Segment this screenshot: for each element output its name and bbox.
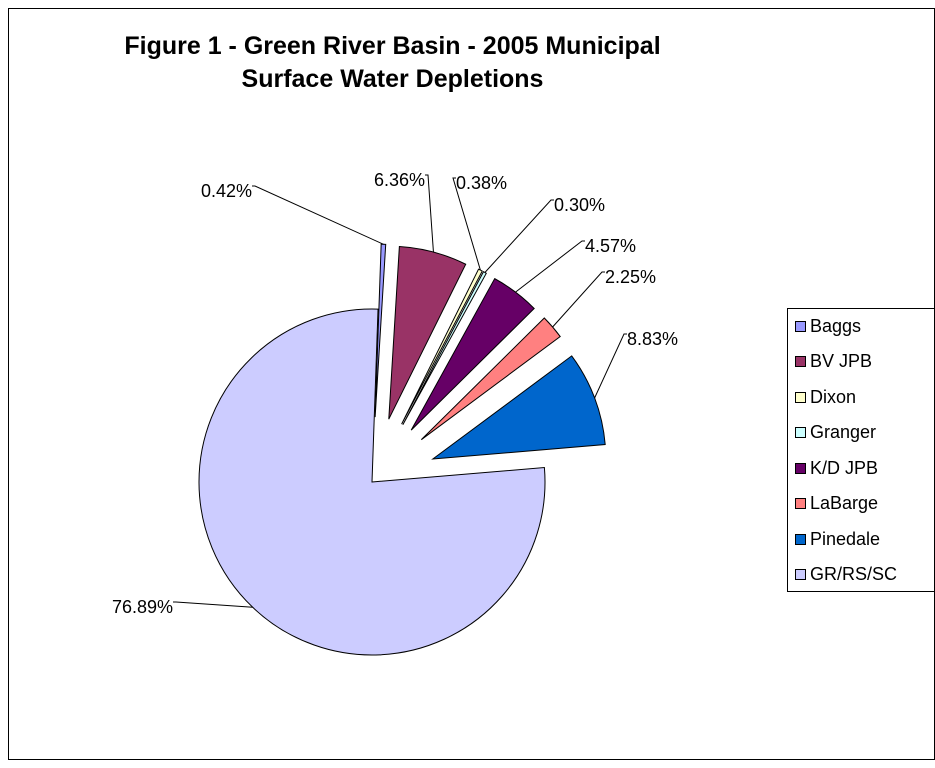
legend-label: LaBarge (810, 493, 879, 513)
legend-item: Pinedale (795, 526, 880, 552)
pie-slice-granger (402, 271, 488, 426)
legend-item: Baggs (795, 313, 861, 339)
legend-label: Dixon (810, 386, 857, 407)
legend-swatch (795, 498, 806, 509)
pie-slice-bv-jpb (388, 245, 467, 420)
data-label: 6.36% (374, 170, 425, 190)
data-label: 0.30% (554, 195, 605, 215)
legend-item: LaBarge (795, 491, 878, 517)
leader-line (594, 333, 627, 399)
pie-slice-gr-rs-sc (198, 308, 546, 656)
legend: Baggs BV JPB Dixon Granger K/D JPB LaBarge Pin… (787, 308, 935, 592)
legend-swatch (795, 427, 806, 438)
data-label: 2.25% (605, 267, 656, 287)
leader-line (484, 199, 554, 273)
data-label: 76.89% (112, 597, 173, 617)
leader-line (452, 177, 481, 271)
data-label: 4.57% (585, 236, 636, 256)
data-label: 0.42% (201, 181, 252, 201)
legend-label: K/D JPB (810, 457, 879, 478)
legend-item: K/D JPB (795, 455, 878, 481)
legend-label: GR/RS/SC (810, 564, 898, 584)
legend-swatch (795, 356, 806, 367)
legend-swatch (795, 533, 806, 545)
pie-slice-baggs (374, 243, 387, 418)
leader-line (552, 271, 605, 328)
data-label: 0.38% (456, 173, 507, 193)
legend-label: BV JPB (810, 351, 873, 371)
leader-line (173, 601, 253, 608)
legend-swatch (795, 462, 806, 474)
legend-swatch (795, 391, 806, 403)
legend-label: Granger (810, 422, 877, 442)
legend-label: Pinedale (810, 528, 881, 549)
leader-line (252, 185, 384, 245)
legend-item: Granger (795, 420, 876, 446)
chart-title-line-1: Figure 1 - Green River Basin - 2005 Muni… (124, 32, 661, 60)
legend-swatch (795, 569, 806, 580)
leader-line (515, 240, 585, 293)
pie-slice-dixon (401, 268, 483, 425)
legend-label: Baggs (810, 315, 862, 336)
chart-title-line-2: Surface Water Depletions (241, 65, 544, 93)
legend-item: Dixon (795, 384, 856, 410)
chart-area (8, 8, 935, 760)
pie-slice-pinedale (431, 355, 606, 460)
pie-slice-k-d-jpb (410, 277, 535, 431)
legend-swatch (795, 320, 806, 332)
legend-item: BV JPB (795, 349, 872, 375)
chart-title: Figure 1 - Green River Basin - 2005 Muni… (0, 30, 785, 96)
legend-item: GR/RS/SC (795, 562, 897, 588)
leader-line (425, 174, 434, 253)
data-label: 8.83% (627, 329, 678, 349)
